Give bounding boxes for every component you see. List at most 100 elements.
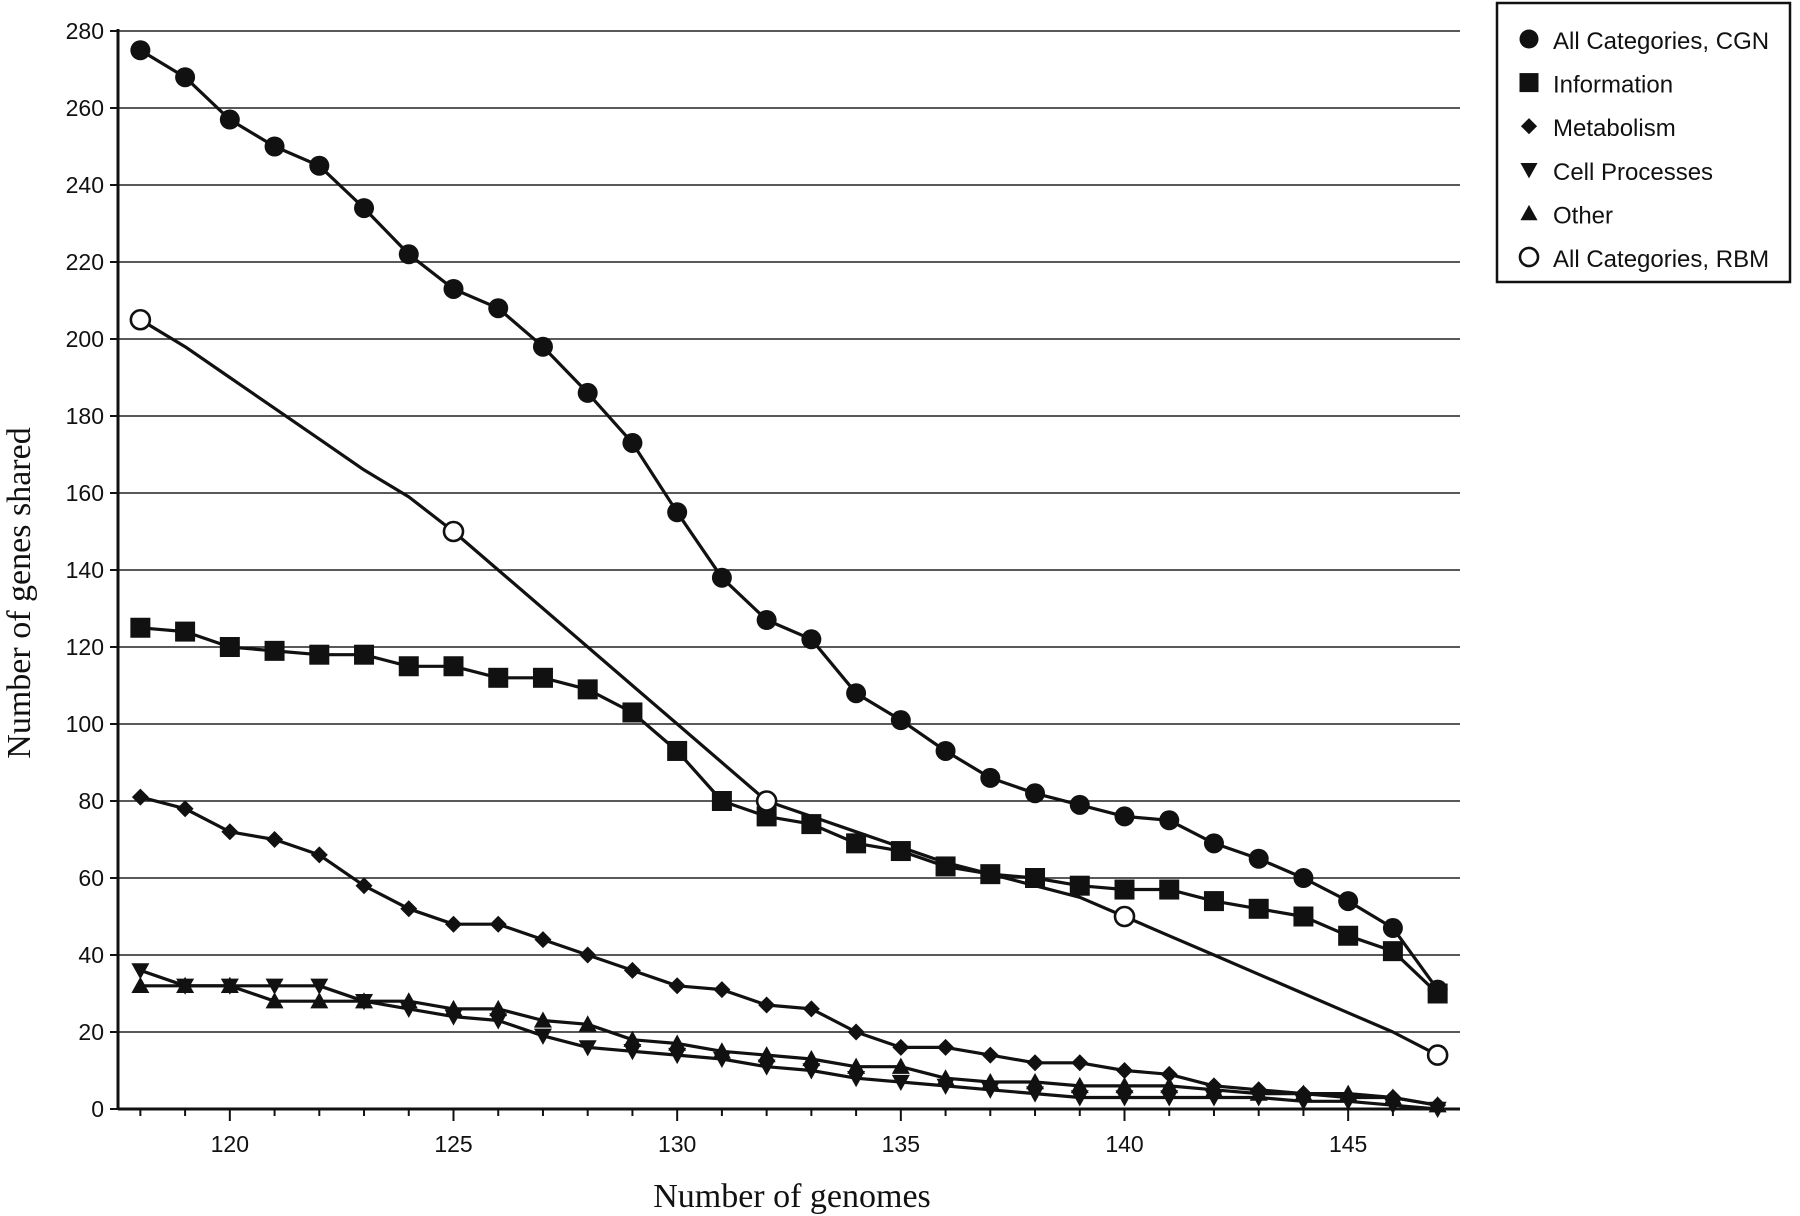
data-point xyxy=(131,976,150,993)
series-line xyxy=(140,626,1439,995)
data-point xyxy=(1204,1080,1223,1097)
data-point xyxy=(130,617,151,638)
series-0 xyxy=(130,40,1448,1000)
data-point xyxy=(398,244,419,265)
data-point xyxy=(532,667,553,688)
data-point xyxy=(980,767,1001,788)
data-point xyxy=(175,67,196,88)
data-point xyxy=(668,1047,687,1065)
data-point xyxy=(668,1034,687,1051)
data-point xyxy=(712,1042,731,1059)
data-point xyxy=(309,644,330,665)
y-axis-label: Number of genes shared xyxy=(1,427,38,758)
series-line xyxy=(140,984,1438,1107)
data-point xyxy=(667,502,688,523)
data-point xyxy=(1114,879,1135,900)
data-point xyxy=(1069,875,1090,896)
legend-marker xyxy=(1520,118,1538,135)
data-point xyxy=(265,978,284,995)
legend-marker xyxy=(1519,29,1539,49)
legend-label: Cell Processes xyxy=(1553,159,1713,186)
data-point xyxy=(1294,1084,1313,1101)
data-point xyxy=(1249,1084,1268,1101)
data-point xyxy=(310,978,329,995)
data-point xyxy=(175,621,196,642)
legend-marker xyxy=(1519,73,1539,93)
data-point xyxy=(130,40,151,61)
data-point xyxy=(1427,983,1448,1004)
y-tick-label: 120 xyxy=(66,634,104,660)
legend-marker xyxy=(1520,162,1538,179)
legend-item: All Categories, RBM xyxy=(1518,246,1769,273)
data-point xyxy=(1383,1088,1402,1105)
x-tick-label: 130 xyxy=(658,1131,696,1157)
data-point xyxy=(131,963,150,980)
legend-label: Metabolism xyxy=(1553,115,1676,142)
data-point xyxy=(445,915,462,933)
data-point xyxy=(1203,891,1224,912)
data-point xyxy=(1159,879,1180,900)
y-tick-label: 200 xyxy=(66,326,104,352)
series-3 xyxy=(131,963,1447,1118)
data-point xyxy=(309,155,330,176)
y-tick-label: 160 xyxy=(66,480,104,506)
x-tick-label: 135 xyxy=(882,1131,920,1157)
data-point xyxy=(442,520,465,543)
data-point xyxy=(846,683,867,704)
data-point xyxy=(1428,1096,1447,1113)
data-point xyxy=(623,1030,642,1047)
data-point xyxy=(354,198,375,219)
data-point xyxy=(443,656,464,677)
legend-item: All Categories, CGN xyxy=(1519,28,1769,55)
data-point xyxy=(847,1023,865,1041)
data-point xyxy=(757,1059,776,1076)
data-point xyxy=(981,1046,999,1064)
data-point xyxy=(221,823,239,841)
data-point xyxy=(355,992,374,1009)
series-line xyxy=(139,968,1438,1111)
data-point xyxy=(667,740,688,761)
data-point xyxy=(846,833,867,854)
data-point xyxy=(847,1071,866,1088)
data-point xyxy=(981,1073,1000,1090)
legend-item: Information xyxy=(1519,72,1673,99)
data-point xyxy=(264,640,285,661)
y-tick-label: 240 xyxy=(66,172,104,198)
data-point xyxy=(711,791,732,811)
data-point xyxy=(937,1038,955,1056)
gridlines xyxy=(118,30,1460,1033)
legend-label: All Categories, RBM xyxy=(1553,246,1769,273)
data-point xyxy=(936,1069,955,1086)
data-point xyxy=(444,999,463,1017)
data-point xyxy=(533,1011,552,1028)
data-point xyxy=(1115,1090,1134,1107)
data-point xyxy=(1114,806,1135,827)
data-point xyxy=(310,992,329,1009)
series-line xyxy=(139,795,1438,1107)
data-point xyxy=(399,992,418,1009)
data-point xyxy=(577,382,598,403)
data-point xyxy=(131,788,149,806)
y-tick-label: 80 xyxy=(78,788,104,814)
data-point xyxy=(1026,1086,1045,1103)
x-axis-label: Number of genomes xyxy=(653,1178,931,1215)
y-tick-label: 40 xyxy=(78,942,104,968)
legend-label: Information xyxy=(1553,72,1673,99)
data-point xyxy=(892,1038,910,1056)
data-point xyxy=(1339,1084,1358,1101)
data-point xyxy=(1293,868,1314,888)
legend-item: Metabolism xyxy=(1520,115,1676,142)
data-point xyxy=(1071,1054,1089,1072)
data-point xyxy=(489,1013,508,1030)
data-point xyxy=(758,996,776,1014)
data-point xyxy=(489,999,508,1017)
x-axis-ticks: 120 125 130 135 140 145 xyxy=(139,1109,1439,1157)
data-point xyxy=(1069,794,1090,815)
data-point xyxy=(579,946,597,964)
data-point xyxy=(668,977,686,995)
x-tick-label: 140 xyxy=(1105,1131,1143,1157)
data-point xyxy=(935,740,956,761)
data-point xyxy=(1160,1090,1179,1107)
data-point xyxy=(176,976,195,993)
